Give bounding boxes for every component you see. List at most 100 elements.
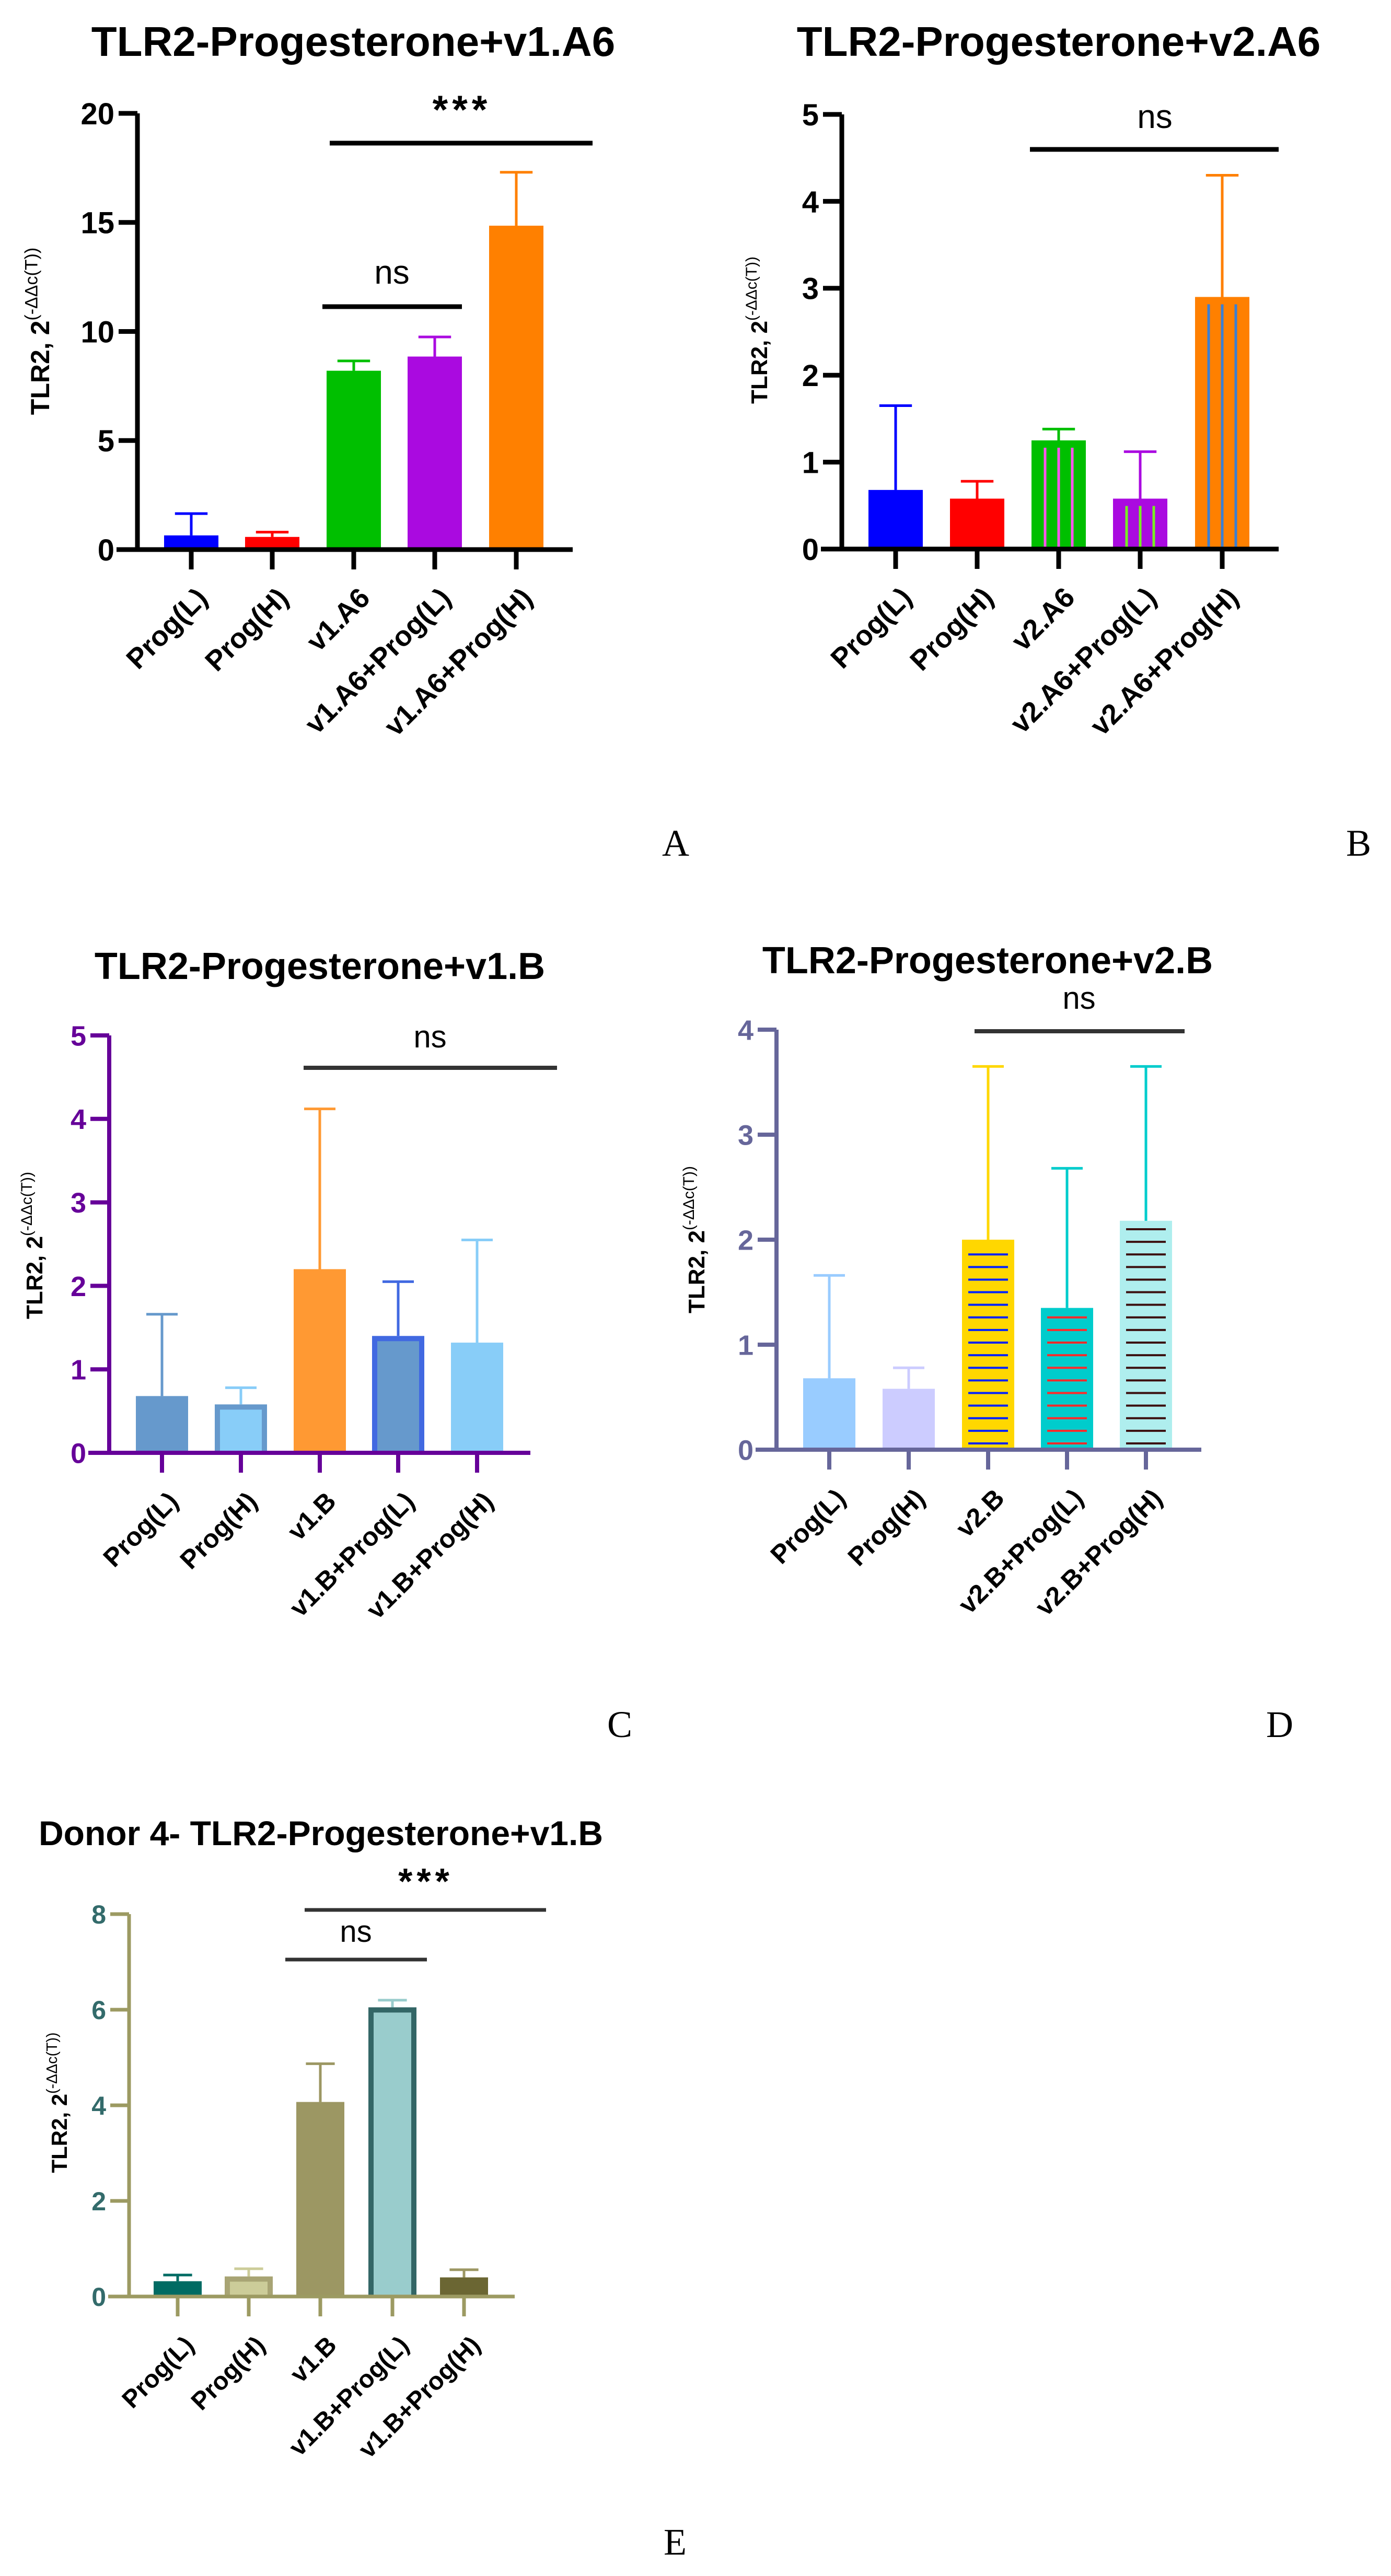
x-tick-label: Prog(H) bbox=[175, 1486, 263, 1575]
x-tick-label: v1.A6+Prog(L) bbox=[299, 582, 457, 740]
x-tick-label: v1.A6 bbox=[300, 582, 376, 657]
y-axis-label-exponent: (-ΔΔc(T)) bbox=[44, 2032, 61, 2093]
y-tick-label: 4 bbox=[802, 185, 819, 219]
x-tick-label: v2.B bbox=[950, 1483, 1010, 1543]
y-tick-label: 4 bbox=[738, 1015, 754, 1046]
y-tick-label: 5 bbox=[802, 98, 819, 132]
chart-title: TLR2-Progesterone+v2.A6 bbox=[797, 18, 1321, 65]
panel-label: A bbox=[662, 822, 689, 864]
y-tick-label: 0 bbox=[71, 1438, 86, 1469]
y-tick-label: 0 bbox=[802, 533, 819, 567]
chart-panel-d: TLR2-Progesterone+v2.B 0 1 2 3 4 Prog(L)Prog(H… bbox=[680, 940, 1293, 1745]
y-tick-label: 3 bbox=[738, 1120, 754, 1151]
panel-label: C bbox=[607, 1704, 632, 1745]
significance-label: *** bbox=[433, 88, 492, 132]
x-tick-label: Prog(H) bbox=[199, 582, 294, 677]
bar bbox=[327, 370, 381, 550]
chart-title: TLR2-Progesterone+v1.B bbox=[95, 946, 545, 987]
y-tick-label: 4 bbox=[71, 1104, 86, 1135]
x-tick-label: Prog(L) bbox=[98, 1486, 184, 1572]
x-tick-label: v1.B bbox=[282, 1486, 341, 1546]
panel-label: D bbox=[1266, 1704, 1293, 1745]
y-axis-label-exponent: (-ΔΔc(T)) bbox=[680, 1166, 698, 1230]
bar bbox=[230, 2281, 268, 2297]
x-tick-label: v2.A6+Prog(H) bbox=[1084, 581, 1245, 742]
bar bbox=[408, 356, 462, 550]
significance-label: ns bbox=[1137, 98, 1173, 135]
y-tick-label: 2 bbox=[738, 1225, 754, 1256]
y-axis-label-main: TLR2, 2 bbox=[26, 321, 55, 415]
bar bbox=[1120, 1220, 1172, 1450]
bar bbox=[154, 2281, 202, 2297]
y-axis-label-exponent: (-ΔΔc(T)) bbox=[18, 1172, 36, 1236]
y-axis-label-main: TLR2, 2 bbox=[22, 1236, 48, 1319]
panel-label: B bbox=[1346, 822, 1371, 864]
x-tick-label: v1.B+Prog(H) bbox=[353, 2331, 485, 2463]
y-tick-label: 5 bbox=[98, 424, 114, 458]
y-tick-label: 3 bbox=[71, 1187, 86, 1219]
x-tick-label: Prog(H) bbox=[842, 1483, 931, 1571]
y-tick-label: 8 bbox=[91, 1900, 106, 1929]
chart-title: TLR2-Progesterone+v2.B bbox=[762, 940, 1213, 982]
x-tick-label: Prog(L) bbox=[120, 582, 213, 675]
x-tick-label: Prog(L) bbox=[765, 1483, 851, 1569]
chart-panel-c: TLR2-Progesterone+v1.B 0 1 2 3 4 5 Prog(L)Prog(… bbox=[18, 946, 632, 1745]
y-tick-label: 3 bbox=[802, 272, 819, 306]
y-axis-label: TLR2, 2(-ΔΔc(T)) bbox=[44, 2032, 72, 2173]
y-tick-label: 10 bbox=[80, 315, 114, 349]
y-tick-label: 15 bbox=[80, 206, 114, 240]
y-tick-label: 20 bbox=[80, 97, 114, 131]
bar bbox=[1041, 1308, 1093, 1450]
x-tick-label: Prog(L) bbox=[117, 2331, 200, 2414]
bar bbox=[164, 535, 218, 550]
bar bbox=[962, 1240, 1014, 1450]
x-tick-label: v2.A6+Prog(L) bbox=[1004, 581, 1162, 739]
bar bbox=[868, 489, 923, 549]
chart-title: Donor 4- TLR2-Progesterone+v1.B bbox=[39, 1814, 603, 1852]
y-axis-label: TLR2, 2(-ΔΔc(T)) bbox=[680, 1166, 710, 1313]
bar bbox=[451, 1343, 503, 1453]
chart-panel-e: Donor 4- TLR2-Progesterone+v1.B 0 2 4 6 8 Prog… bbox=[39, 1814, 687, 2563]
y-tick-label: 1 bbox=[802, 446, 819, 480]
bar bbox=[440, 2277, 488, 2297]
y-tick-label: 0 bbox=[91, 2282, 106, 2312]
y-tick-label: 6 bbox=[91, 1996, 106, 2025]
y-tick-label: 0 bbox=[98, 533, 114, 567]
y-axis-label: TLR2, 2(-ΔΔc(T)) bbox=[22, 248, 55, 415]
y-tick-label: 5 bbox=[71, 1020, 86, 1052]
bar bbox=[294, 1269, 346, 1453]
bar bbox=[803, 1378, 855, 1450]
y-axis-label-exponent: (-ΔΔc(T)) bbox=[743, 257, 760, 321]
chart-panel-b: TLR2-Progesterone+v2.A6 0 1 2 3 4 5 Prog(L)Prog… bbox=[743, 18, 1371, 864]
significance-label: ns bbox=[374, 253, 410, 291]
bar bbox=[883, 1389, 935, 1450]
y-tick-label: 1 bbox=[71, 1355, 86, 1386]
bar bbox=[950, 498, 1004, 549]
y-axis-label-main: TLR2, 2 bbox=[747, 321, 772, 404]
x-tick-label: v2.A6 bbox=[1005, 581, 1081, 657]
x-tick-label: Prog(H) bbox=[186, 2331, 271, 2416]
bar bbox=[220, 1409, 262, 1453]
x-tick-label: Prog(H) bbox=[904, 581, 999, 677]
chart-title: TLR2-Progesterone+v1.A6 bbox=[91, 18, 616, 65]
y-tick-label: 1 bbox=[738, 1330, 754, 1361]
x-tick-label: v1.A6+Prog(H) bbox=[378, 582, 539, 742]
bar bbox=[296, 2102, 344, 2297]
bar bbox=[377, 1341, 419, 1453]
significance-label: ns bbox=[413, 1019, 446, 1054]
bar bbox=[374, 2012, 411, 2297]
y-axis-label: TLR2, 2(-ΔΔc(T)) bbox=[18, 1172, 48, 1319]
significance-label: *** bbox=[398, 1861, 454, 1902]
bar bbox=[489, 226, 543, 550]
y-tick-label: 0 bbox=[738, 1435, 754, 1466]
y-axis-label-exponent: (-ΔΔc(T)) bbox=[22, 248, 42, 321]
y-tick-label: 2 bbox=[91, 2187, 106, 2216]
y-axis-label: TLR2, 2(-ΔΔc(T)) bbox=[743, 257, 772, 404]
bar bbox=[136, 1396, 188, 1453]
x-tick-label: v1.B bbox=[285, 2331, 342, 2388]
x-tick-label: Prog(L) bbox=[825, 581, 918, 674]
significance-label: ns bbox=[340, 1915, 372, 1949]
y-tick-label: 4 bbox=[91, 2091, 106, 2120]
y-tick-label: 2 bbox=[71, 1271, 86, 1302]
